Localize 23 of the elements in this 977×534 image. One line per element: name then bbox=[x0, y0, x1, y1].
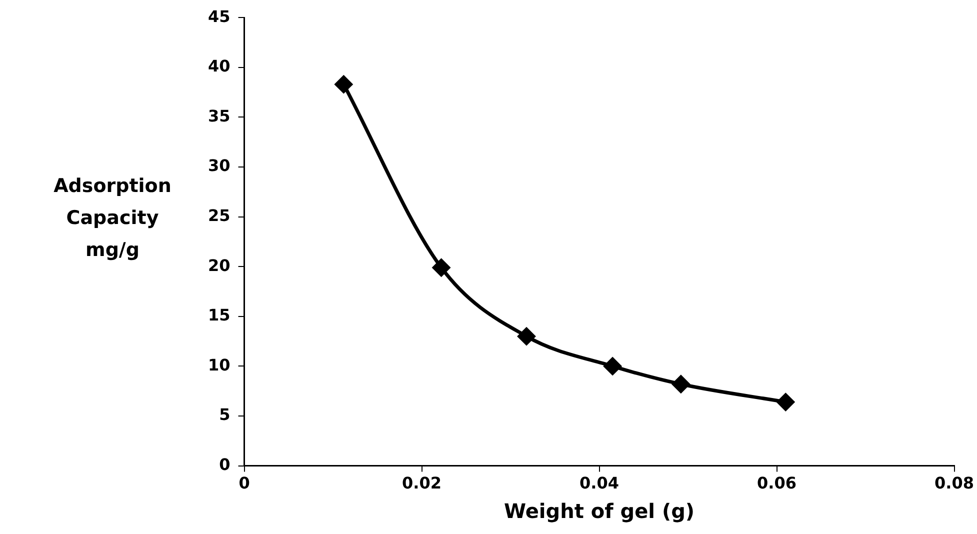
point bbox=[604, 357, 622, 375]
y-tick-label: 40 bbox=[208, 56, 230, 76]
point bbox=[432, 258, 450, 276]
point bbox=[672, 375, 690, 393]
y-tick-label: 20 bbox=[208, 256, 230, 275]
x-tick-label: 0.08 bbox=[934, 474, 974, 493]
y-tick-label: 45 bbox=[208, 6, 230, 26]
y-tick-label: 25 bbox=[208, 206, 230, 225]
x-tick-label: 0.04 bbox=[580, 474, 620, 493]
y-tick-label: 30 bbox=[208, 156, 230, 176]
y-tick-label: 0 bbox=[219, 454, 230, 474]
y-axis-title: Adsorption Capacity mg/g bbox=[52, 174, 172, 263]
y-tick-label: 10 bbox=[208, 355, 230, 374]
y-tick-label: 5 bbox=[219, 405, 230, 424]
point bbox=[518, 328, 536, 346]
y-tick-label: 35 bbox=[208, 106, 230, 126]
point bbox=[776, 393, 794, 411]
x-tick-label: 0 bbox=[238, 474, 250, 493]
x-axis-title: Weight of gel (g) bbox=[504, 499, 695, 524]
x-tick-label: 0.06 bbox=[757, 474, 797, 493]
point bbox=[334, 76, 352, 94]
y-tick-label: 15 bbox=[208, 306, 230, 325]
x-tick-label: 0.02 bbox=[402, 474, 442, 493]
